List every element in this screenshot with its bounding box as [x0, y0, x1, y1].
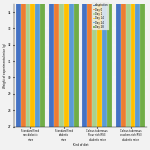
Bar [102, 0, 107, 127]
Bar [130, 0, 135, 127]
Bar [135, 0, 140, 127]
Bar [126, 0, 130, 127]
Bar [92, 0, 97, 127]
Bar [30, 0, 35, 127]
X-axis label: Kind of diet: Kind of diet [73, 143, 88, 147]
Bar [26, 0, 30, 127]
Bar [40, 0, 45, 127]
Bar [64, 0, 69, 127]
Y-axis label: Weight of experimental mice (g): Weight of experimental mice (g) [3, 43, 7, 88]
Bar [74, 0, 78, 127]
Legend: adaptation, Day 0, Day 1, Day 14, Day 24, Day 28: adaptation, Day 0, Day 1, Day 14, Day 24… [92, 3, 109, 30]
Bar [121, 0, 126, 127]
Bar [87, 0, 92, 127]
Bar [107, 0, 112, 127]
Bar [49, 0, 54, 127]
Bar [59, 0, 64, 127]
Bar [35, 0, 40, 127]
Bar [140, 0, 145, 127]
Bar [16, 0, 21, 127]
Bar [97, 0, 102, 127]
Bar [54, 0, 59, 127]
Bar [69, 0, 74, 127]
Bar [116, 0, 121, 127]
Bar [82, 0, 87, 127]
Bar [21, 0, 26, 127]
